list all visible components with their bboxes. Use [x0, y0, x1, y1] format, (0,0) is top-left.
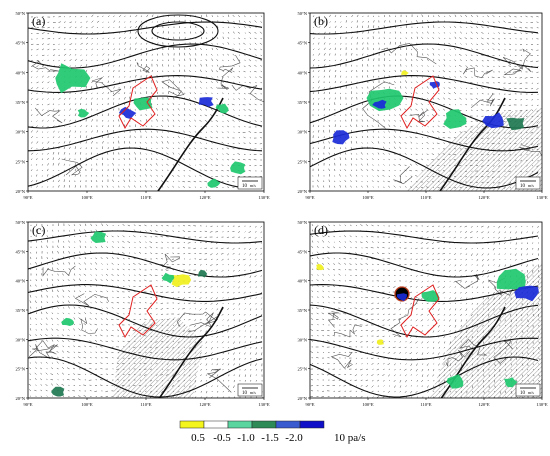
map-panel-c: (c) 50°N 45°N 40°N 35°N 30°N 25°N 20°N90°E 100°E… [15, 220, 269, 407]
lat-tick-label: 20°N [297, 396, 307, 401]
lon-tick-label: 120°E [478, 402, 490, 407]
lat-tick-label: 25°N [15, 159, 25, 164]
lat-tick-label: 30°N [15, 337, 25, 342]
lat-tick-label: 35°N [15, 308, 25, 313]
lon-tick-label: 120°E [478, 195, 490, 200]
lon-tick-label: 90°E [23, 402, 32, 407]
lat-tick-label: 40°N [15, 70, 25, 75]
colorbar-label: 0.5 [191, 432, 205, 444]
lon-tick-label: 90°E [305, 195, 314, 200]
lon-tick-label: 100°E [81, 195, 93, 200]
colorbar-swatch [276, 421, 300, 428]
reference-vector-unit: m/s [250, 390, 256, 395]
lat-tick-label: 35°N [297, 308, 307, 313]
reference-vector-unit: m/s [528, 183, 534, 188]
lon-tick-label: 90°E [305, 402, 314, 407]
reference-vector-value: 10 [242, 184, 248, 189]
map-panel-d: (d) 50°N 45°N 40°N 35°N 30°N 25°N 20°N90°E 100°E… [297, 220, 547, 407]
lon-tick-label: 130°E [258, 402, 270, 407]
lon-tick-label: 110°E [420, 195, 431, 200]
colorbar-swatch [228, 421, 252, 428]
lon-tick-label: 130°E [258, 195, 270, 200]
lon-tick-label: 110°E [140, 195, 151, 200]
colorbar-swatch [252, 421, 276, 428]
lat-tick-label: 30°N [297, 337, 307, 342]
reference-vector-value: 10 [242, 391, 248, 396]
colorbar-label: -1.0 [237, 432, 255, 444]
reference-vector-unit: m/s [250, 183, 256, 188]
lon-tick-label: 120°E [199, 402, 211, 407]
colorbar-label: 10 pa/s [334, 432, 365, 444]
reference-vector-value: 10 [520, 391, 526, 396]
lat-tick-label: 30°N [297, 130, 307, 135]
lon-tick-label: 90°E [23, 195, 32, 200]
lat-tick-label: 40°N [297, 70, 307, 75]
panel-label: (a) [32, 14, 45, 28]
map-panel-b: (b) 50°N 45°N 40°N 35°N 30°N 25°N 20°N90°E 100°E… [297, 11, 547, 200]
lon-tick-label: 100°E [362, 402, 374, 407]
lat-tick-label: 20°N [15, 396, 25, 401]
colorbar: 0.5 -0.5 -1.0 -1.5 -2.0 10 pa/s [180, 421, 365, 444]
lon-tick-label: 130°E [536, 402, 548, 407]
lat-tick-label: 45°N [15, 41, 25, 46]
lat-tick-label: 25°N [297, 367, 307, 372]
lat-tick-label: 35°N [15, 100, 25, 105]
lat-tick-label: 50°N [15, 11, 25, 16]
lat-tick-label: 40°N [297, 279, 307, 284]
colorbar-swatch [180, 421, 204, 428]
lon-tick-label: 120°E [199, 195, 211, 200]
colorbar-label: -1.5 [261, 432, 279, 444]
lon-tick-label: 100°E [81, 402, 93, 407]
colorbar-swatch [300, 421, 324, 428]
lat-tick-label: 25°N [297, 159, 307, 164]
lat-tick-label: 50°N [15, 220, 25, 225]
panel-label: (b) [314, 14, 328, 28]
map-panel-a: (a) 50°N 45°N 40°N 35°N 30°N 25°N 20°N90°E 100°E… [15, 11, 279, 200]
lon-tick-label: 110°E [420, 402, 431, 407]
lat-tick-label: 50°N [297, 220, 307, 225]
colorbar-swatch [204, 421, 228, 428]
lat-tick-label: 20°N [297, 189, 307, 194]
colorbar-label: -0.5 [213, 432, 231, 444]
reference-vector-value: 10 [520, 184, 526, 189]
lat-tick-label: 30°N [15, 130, 25, 135]
lon-tick-label: 130°E [536, 195, 548, 200]
lat-tick-label: 35°N [297, 100, 307, 105]
colorbar-label: -2.0 [285, 432, 303, 444]
panel-label: (c) [32, 223, 45, 237]
panel-label: (d) [314, 223, 328, 237]
lat-tick-label: 45°N [297, 249, 307, 254]
lat-tick-label: 50°N [297, 11, 307, 16]
lat-tick-label: 25°N [15, 367, 25, 372]
lat-tick-label: 20°N [15, 189, 25, 194]
lat-tick-label: 45°N [297, 41, 307, 46]
lat-tick-label: 40°N [15, 279, 25, 284]
reference-vector-unit: m/s [528, 390, 534, 395]
lon-tick-label: 100°E [362, 195, 374, 200]
lon-tick-label: 110°E [140, 402, 151, 407]
lat-tick-label: 45°N [15, 249, 25, 254]
